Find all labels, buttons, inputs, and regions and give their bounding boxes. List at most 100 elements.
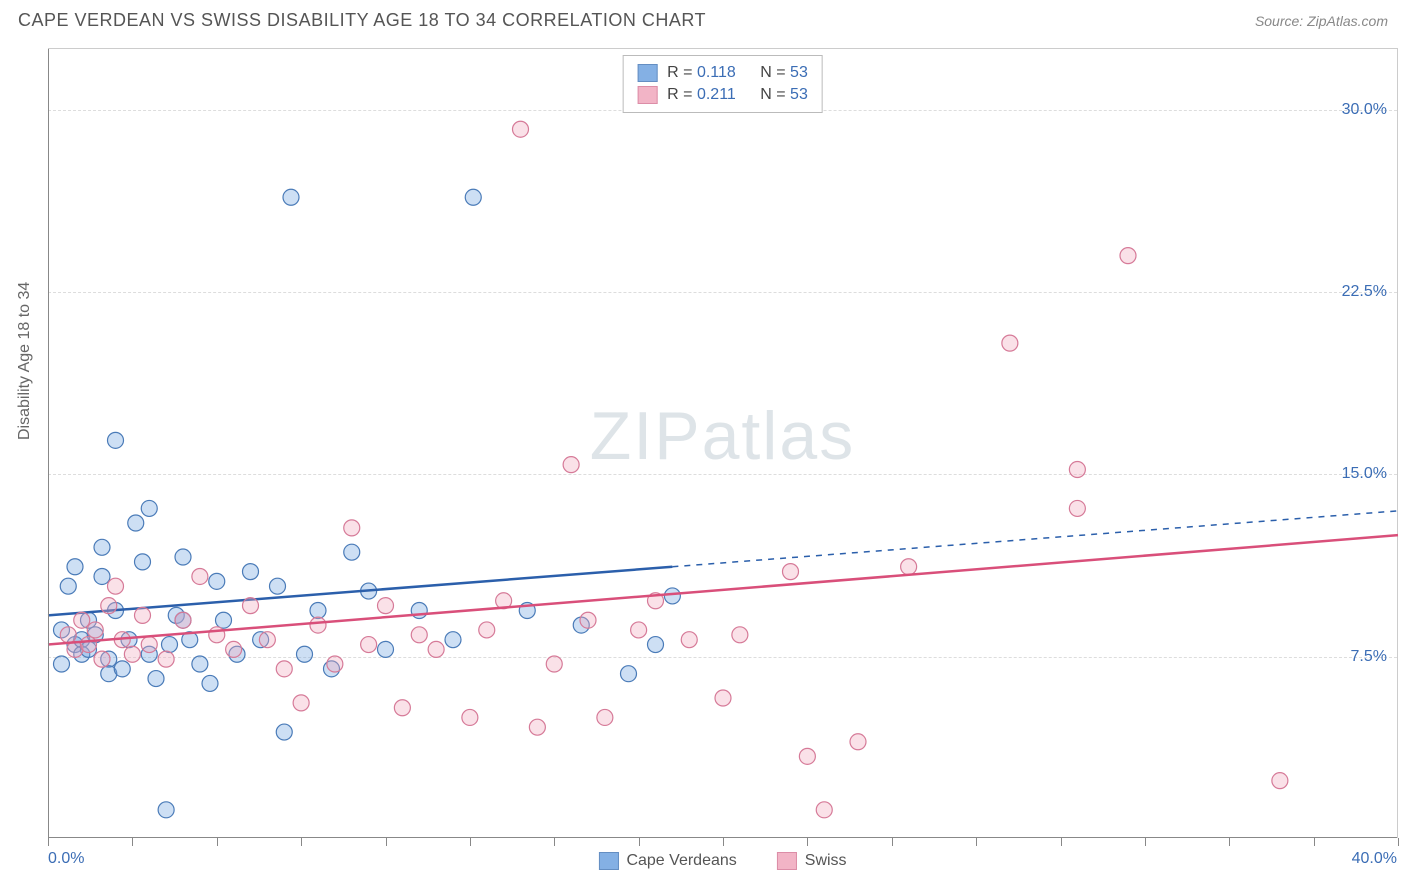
stats-legend: R = 0.118 N = 53 R = 0.211 N = 53 [622,55,823,113]
data-point [243,598,259,614]
data-point [259,632,275,648]
data-point [546,656,562,672]
data-point [361,637,377,653]
data-point [1120,248,1136,264]
data-point [124,646,140,662]
data-point [192,568,208,584]
data-point [378,641,394,657]
scatter-plot [48,49,1397,838]
data-point [344,544,360,560]
data-point [108,432,124,448]
data-point [462,709,478,725]
data-point [135,554,151,570]
data-point [378,598,394,614]
data-point [648,637,664,653]
data-point [297,646,313,662]
trend-line-extrapolated [672,511,1398,567]
data-point [283,189,299,205]
data-point [715,690,731,706]
data-point [293,695,309,711]
chart-area: ZIPatlas 7.5%15.0%22.5%30.0% 0.0% 40.0% … [48,48,1398,838]
y-tick-label: 22.5% [1342,283,1387,301]
data-point [310,603,326,619]
data-point [114,661,130,677]
x-max-label: 40.0% [1352,850,1397,868]
legend-item-cape-verdeans: Cape Verdeans [598,852,736,870]
data-point [101,598,117,614]
data-point [631,622,647,638]
data-point [276,661,292,677]
data-point [816,802,832,818]
data-point [175,549,191,565]
legend-item-swiss: Swiss [777,852,847,870]
data-point [344,520,360,536]
data-point [513,121,529,137]
y-tick-label: 7.5% [1351,648,1387,666]
data-point [162,637,178,653]
series-legend: Cape Verdeans Swiss [598,852,846,870]
y-axis-label: Disability Age 18 to 34 [16,282,34,440]
data-point [209,573,225,589]
data-point [621,666,637,682]
data-point [60,627,76,643]
data-point [192,656,208,672]
data-point [1272,773,1288,789]
data-point [310,617,326,633]
data-point [141,637,157,653]
data-point [1069,462,1085,478]
data-point [563,457,579,473]
data-point [1069,500,1085,516]
data-point [128,515,144,531]
data-point [411,627,427,643]
data-point [175,612,191,628]
data-point [327,656,343,672]
data-point [202,675,218,691]
trend-line [48,535,1398,644]
data-point [54,656,70,672]
data-point [108,578,124,594]
data-point [87,622,103,638]
stats-row-cape-verdeans: R = 0.118 N = 53 [637,62,808,84]
data-point [74,612,90,628]
stats-row-swiss: R = 0.211 N = 53 [637,84,808,106]
swatch-cape-verdeans [637,64,657,82]
data-point [158,802,174,818]
data-point [94,651,110,667]
y-tick-label: 15.0% [1342,465,1387,483]
data-point [529,719,545,735]
data-point [94,568,110,584]
data-point [465,189,481,205]
data-point [681,632,697,648]
data-point [158,651,174,667]
data-point [597,709,613,725]
swatch-swiss-b [777,852,797,870]
data-point [243,564,259,580]
data-point [81,637,97,653]
y-tick-label: 30.0% [1342,101,1387,119]
data-point [428,641,444,657]
data-point [135,607,151,623]
data-point [67,559,83,575]
data-point [479,622,495,638]
data-point [664,588,680,604]
data-point [850,734,866,750]
y-axis-line [48,49,49,838]
data-point [226,641,242,657]
data-point [732,627,748,643]
data-point [94,539,110,555]
swatch-swiss [637,86,657,104]
data-point [276,724,292,740]
data-point [445,632,461,648]
data-point [783,564,799,580]
data-point [270,578,286,594]
data-point [1002,335,1018,351]
x-min-label: 0.0% [48,850,84,868]
data-point [60,578,76,594]
data-point [141,500,157,516]
data-point [394,700,410,716]
data-point [216,612,232,628]
data-point [148,671,164,687]
data-point [799,748,815,764]
data-point [580,612,596,628]
data-point [901,559,917,575]
